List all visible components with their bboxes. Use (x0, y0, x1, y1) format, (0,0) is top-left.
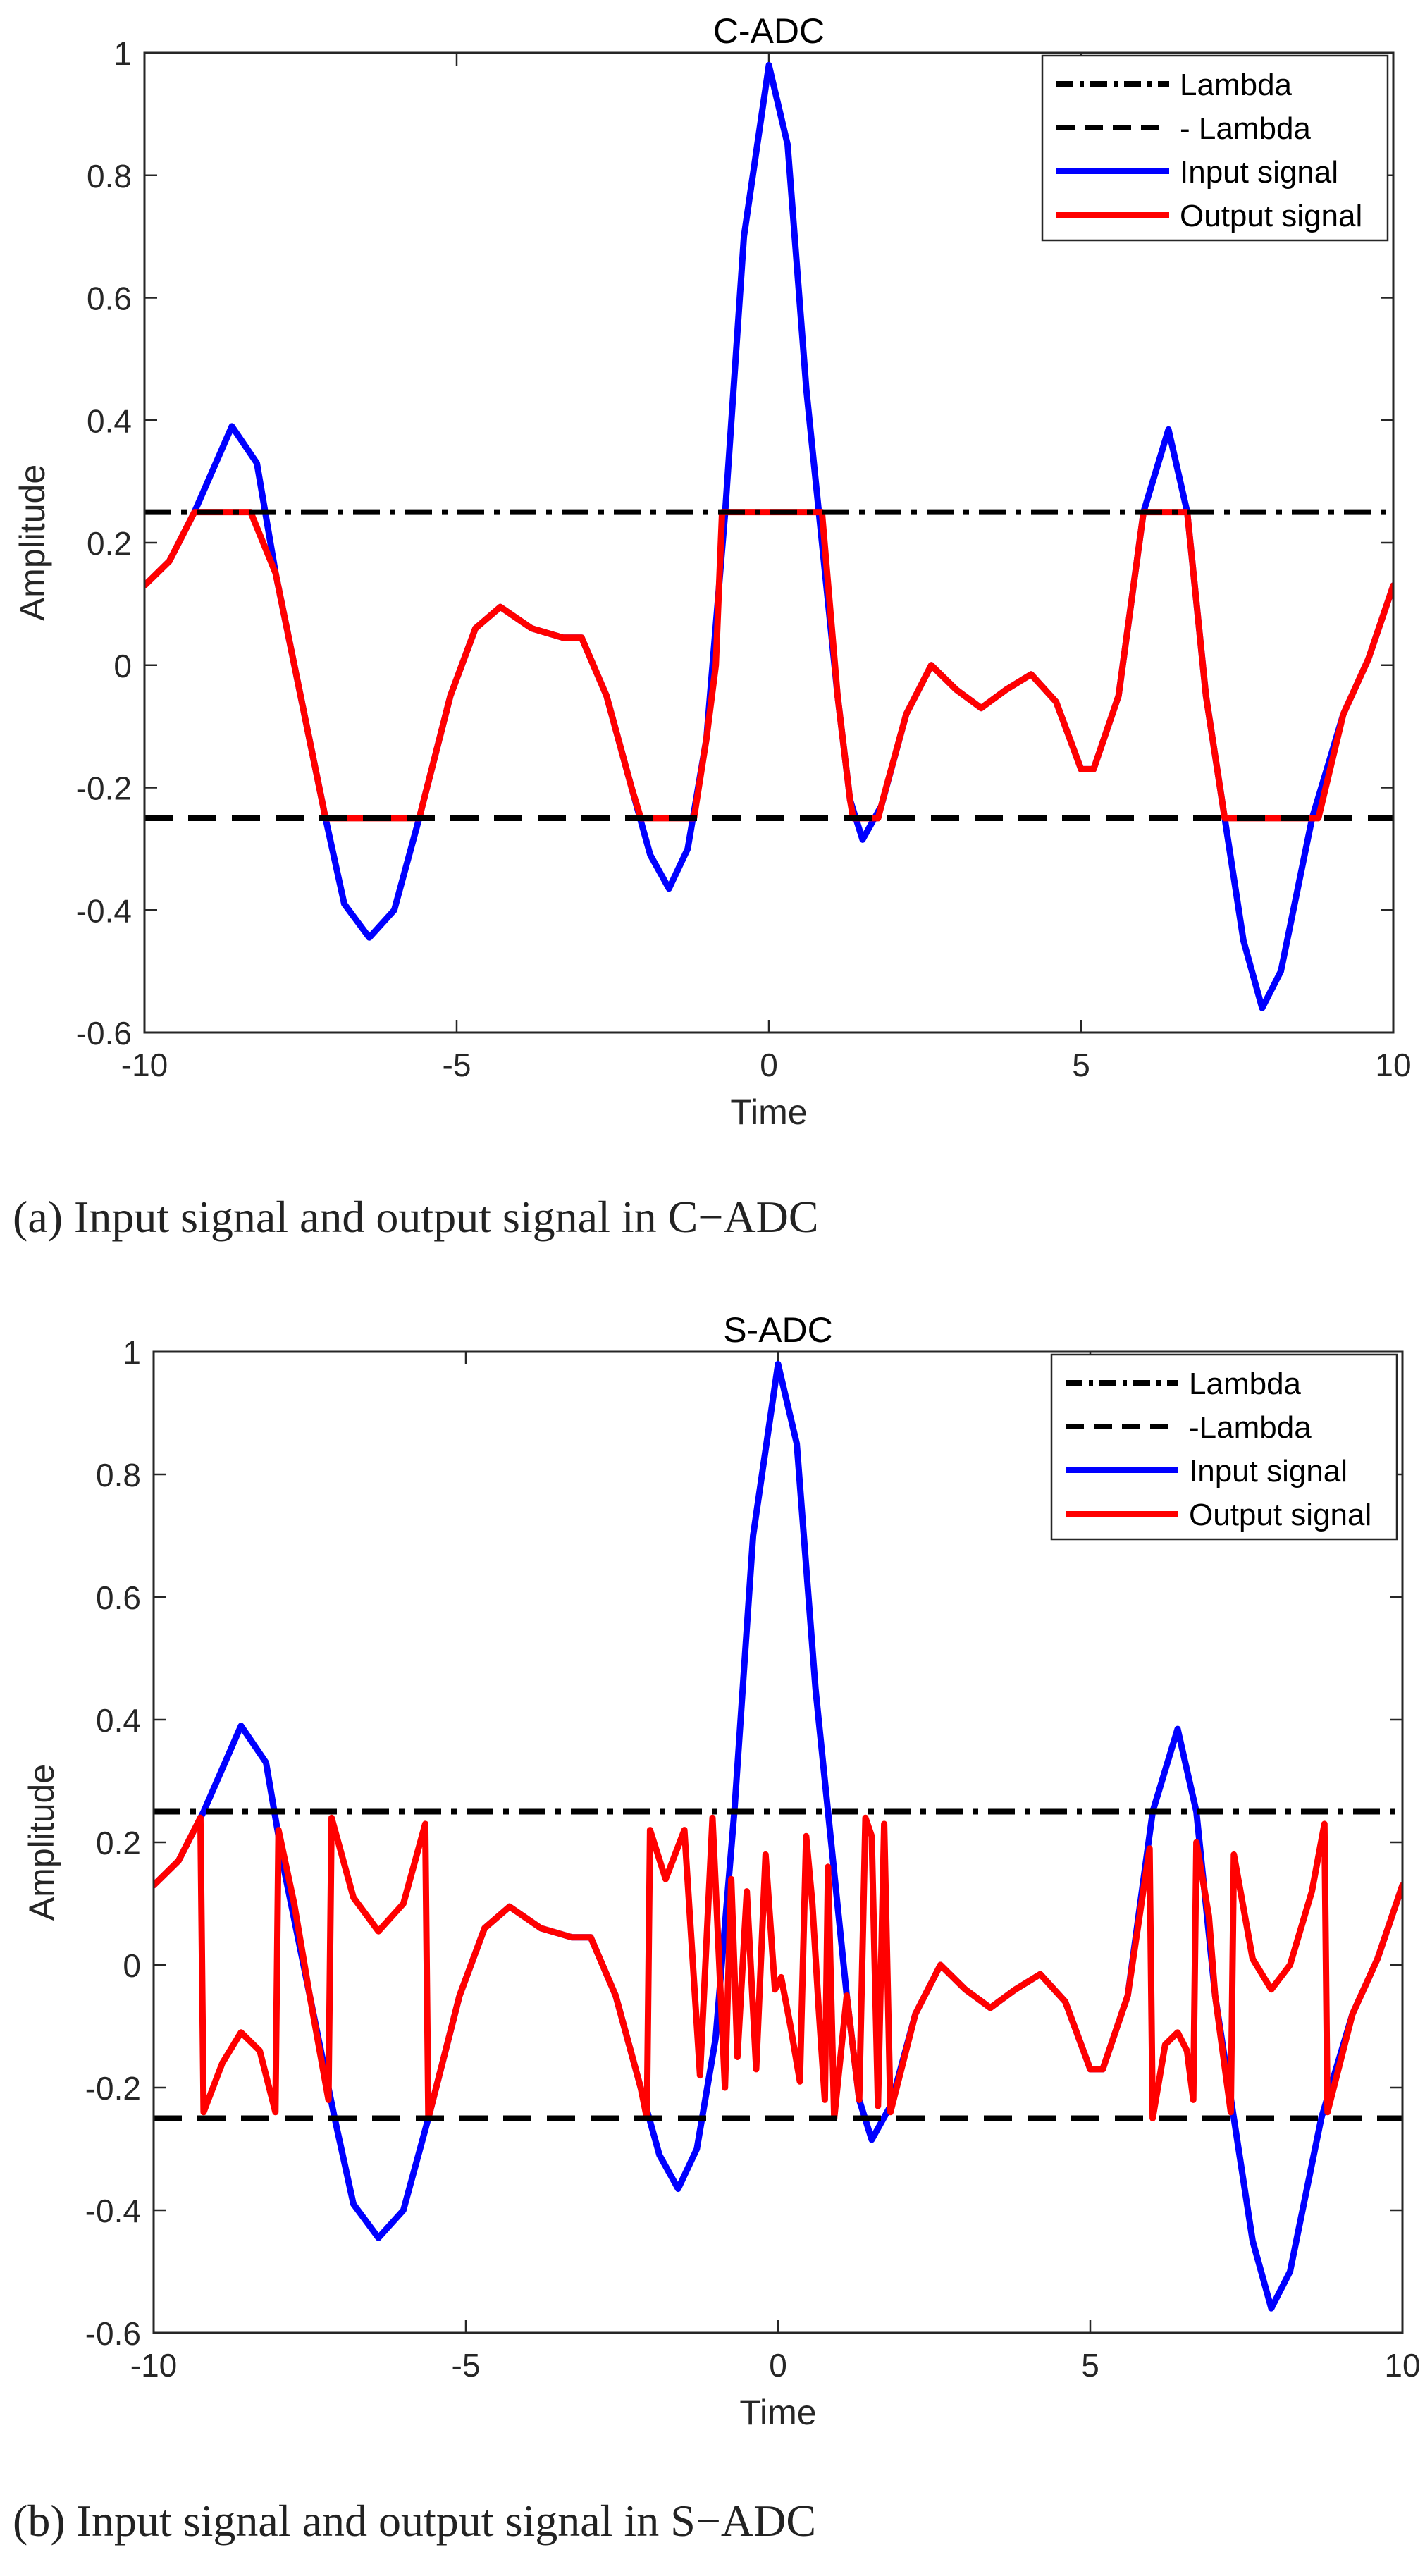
legend-label: -Lambda (1189, 1410, 1312, 1445)
axes-frame (152, 1350, 1404, 2334)
chart-title: S-ADC (723, 1310, 833, 1350)
x-tick-label: 5 (1072, 1047, 1090, 1083)
legend-label: Output signal (1180, 199, 1362, 233)
y-tick-label: -0.2 (85, 2070, 141, 2107)
legend-label: Input signal (1180, 155, 1338, 190)
legend-label: Lambda (1180, 68, 1293, 102)
legend-label: Output signal (1189, 1498, 1371, 1532)
x-tick-label: 5 (1081, 2347, 1099, 2384)
y-tick-label: -0.6 (85, 2315, 141, 2352)
y-axis-label: Amplitude (13, 464, 52, 621)
chart-title: C-ADC (713, 11, 825, 51)
caption-b: (b) Input signal and output signal in S−… (13, 2496, 817, 2546)
x-tick-label: -10 (130, 2347, 177, 2384)
legend: Lambda - Lambda Input signal Output signal (1041, 54, 1389, 242)
input-signal-line (154, 1360, 1402, 2312)
data-layer (144, 61, 1393, 1011)
y-tick-label: -0.2 (76, 770, 132, 807)
output-signal-line (144, 509, 1393, 822)
input-signal-line (144, 61, 1393, 1011)
y-tick-label: 0.6 (87, 281, 132, 317)
y-axis-label: Amplitude (22, 1764, 61, 1921)
y-tick-label: -0.4 (85, 2193, 141, 2229)
x-tick-label: 0 (760, 1047, 778, 1083)
y-tick-label: 0 (113, 648, 132, 684)
x-tick-label: -5 (443, 1047, 471, 1083)
legend-label: Input signal (1189, 1454, 1347, 1489)
legend-label: - Lambda (1180, 111, 1311, 146)
chart-c-adc: -0.6 -0.4 -0.2 0 0.2 0.4 0.6 0.8 1 -10 -5 0 5 10 Time A… (13, 11, 1412, 1132)
y-tick-label: 0.8 (87, 158, 132, 195)
y-tick-label: 0.2 (96, 1825, 141, 1861)
y-tick-label: 0.6 (96, 1579, 141, 1616)
legend-label: Lambda (1189, 1367, 1302, 1401)
legend: Lambda -Lambda Input signal Output signal (1050, 1353, 1398, 1541)
y-tick-label: 0.8 (96, 1457, 141, 1493)
y-tick-label: -0.6 (76, 1015, 132, 1052)
x-tick-label: -5 (452, 2347, 481, 2384)
y-tick-label: 0 (123, 1947, 141, 1984)
y-tick-label: 1 (113, 35, 132, 72)
caption-a: (a) Input signal and output signal in C−… (13, 1192, 819, 1242)
chart-s-adc: -0.6 -0.4 -0.2 0 0.2 0.4 0.6 0.8 1 -10 -5 0 5 10 Time A… (22, 1310, 1421, 2432)
y-tick-label: 1 (123, 1334, 141, 1371)
x-axis-label: Time (730, 1092, 807, 1132)
x-tick-label: 10 (1384, 2347, 1420, 2384)
output-signal-line (154, 1814, 1402, 2121)
x-tick-label: 0 (769, 2347, 787, 2384)
x-axis-label: Time (739, 2393, 816, 2432)
x-tick-label: 10 (1375, 1047, 1411, 1083)
y-tick-label: -0.4 (76, 892, 132, 929)
data-layer (154, 1360, 1402, 2312)
y-tick-label: 0.2 (87, 525, 132, 562)
y-tick-label: 0.4 (87, 402, 132, 439)
x-tick-label: -10 (121, 1047, 168, 1083)
axes-frame (143, 51, 1395, 1034)
y-tick-label: 0.4 (96, 1702, 141, 1739)
